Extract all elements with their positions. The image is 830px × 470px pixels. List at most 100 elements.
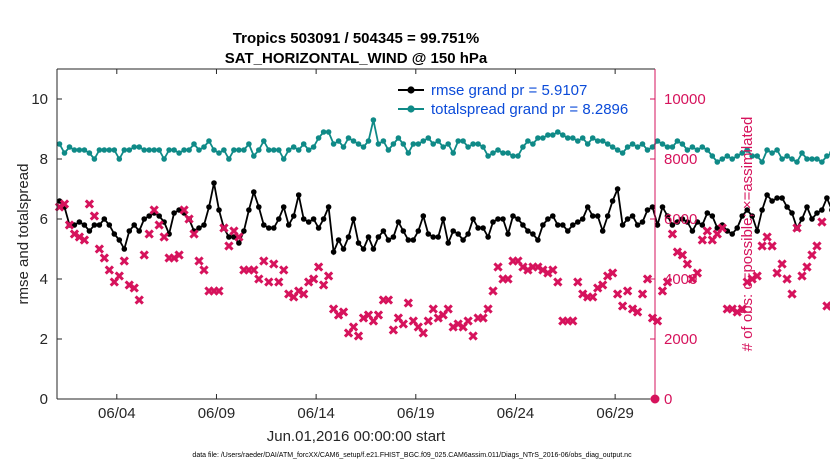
rmse-point [510,213,516,219]
rmse-point [739,213,745,219]
rmse-point [156,213,162,219]
obs-assimilated-point [807,250,817,260]
totalspread-point [330,141,337,147]
totalspread-point [729,156,735,162]
obs-assimilated-point [737,304,747,314]
totalspread-point [744,147,750,153]
totalspread-point [754,153,760,159]
rmse-point [824,195,830,201]
totalspread-point [644,147,651,153]
rmse-point [261,222,267,228]
totalspread-point [186,147,192,153]
x-tick-label: 06/29 [596,405,634,422]
totalspread-point [315,135,322,141]
rmse-point [206,204,212,210]
totalspread-point [704,147,711,153]
totalspread-point [290,144,297,150]
rmse-point [819,207,825,213]
totalspread-point [470,141,476,147]
obs-assimilated-point [463,316,473,326]
rmse-point [714,225,721,231]
obs-assimilated-point [134,295,144,305]
rmse-point [684,219,691,225]
rmse-point [136,228,142,234]
totalspread-point [694,147,701,153]
totalspread-point [196,147,202,153]
rmse-point [649,204,656,210]
totalspread-point [679,141,686,147]
totalspread-point [206,138,212,144]
totalspread-point [500,150,506,156]
totalspread-point [430,141,437,147]
totalspread-point [226,156,232,162]
legend-totalspread-marker [407,105,415,113]
totalspread-point [310,144,317,150]
x-tick-label: 06/09 [198,405,236,422]
obs-assimilated-point [573,277,583,287]
data-file-footnote: data file: /Users/raeder/DAI/ATM_forcXX/… [192,452,632,459]
obs-assimilated-point [99,253,110,263]
rmse-point [360,246,367,252]
obs-assimilated-point [149,205,159,215]
totalspread-point [809,156,815,162]
rmse-point [545,216,551,222]
rmse-point [176,207,182,213]
totalspread-point [575,138,581,144]
obs-assimilated-point [812,241,822,251]
rmse-point [390,234,397,240]
rmse-point [445,240,452,246]
totalspread-point [714,159,721,165]
totalspread-point [156,147,162,153]
rmse-point [520,222,526,228]
obs-assimilated-point [548,265,558,275]
totalspread-point [295,147,302,153]
totalspread-point [181,147,187,153]
rmse-point [420,213,427,219]
obs-assimilated-point [373,310,384,320]
totalspread-point [216,150,222,156]
totalspread-point [141,147,147,153]
obs-assimilated-point [249,265,259,275]
totalspread-point [654,138,661,144]
rmse-point [654,222,661,228]
totalspread-point [320,129,327,135]
y-tick-label: 0 [40,391,48,408]
totalspread-point [390,141,397,147]
obs-assimilated-point [264,277,274,287]
totalspread-point [455,138,462,144]
y2-axis-label: # of obs: o=possible; ×=assimilated [739,117,756,352]
totalspread-point [794,159,800,165]
obs-assimilated-point [468,331,478,341]
obs-assimilated-point [488,286,498,296]
rmse-point [679,216,686,222]
rmse-point [475,225,481,231]
totalspread-point [764,147,770,153]
rmse-point [709,213,716,219]
obs-assimilated-point [632,307,643,317]
x-tick-label: 06/14 [297,405,335,422]
totalspread-point [719,156,726,162]
obs-assimilated-point [617,301,628,311]
totalspread-point [425,135,432,141]
obs-assimilated-point [269,259,279,269]
obs-assimilated-point [348,322,359,332]
rmse-point [465,231,471,237]
rmse-point [71,222,78,228]
totalspread-point [276,147,282,153]
rmse-point [106,222,113,228]
obs-assimilated-point [64,220,75,230]
totalspread-point [555,129,561,135]
rmse-point [435,234,442,240]
obs-assimilated-point [194,256,204,266]
obs-assimilated-point [219,223,229,233]
rmse-point [535,237,541,243]
totalspread-point [604,141,611,147]
rmse-point [570,222,576,228]
totalspread-point [819,159,825,165]
totalspread-point [440,144,447,150]
obs-assimilated-point [767,241,777,251]
totalspread-point [520,144,526,150]
rmse-point [579,216,586,222]
totalspread-point [609,144,616,150]
rmse-point [251,189,257,195]
